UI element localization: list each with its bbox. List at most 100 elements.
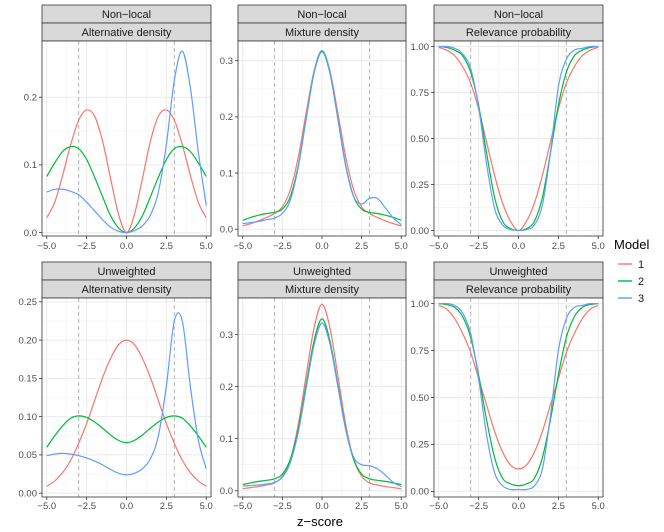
y-tick-label: 0.3: [220, 330, 233, 341]
legend-label-model-1: 1: [638, 259, 644, 271]
series-line-model-2: [242, 318, 402, 486]
y-tick-label: 0.0: [24, 228, 37, 239]
legend-label-model-3: 3: [638, 293, 644, 305]
y-tick-label: 0.25: [411, 180, 430, 191]
x-tick-label: −2.5: [469, 241, 488, 252]
x-tick-label: 5.0: [592, 501, 605, 512]
legend: Model 1 2 3: [614, 237, 650, 305]
y-tick-label: 0.75: [411, 88, 430, 99]
strip-top-label: Unweighted: [97, 266, 155, 278]
panel-border: [41, 297, 212, 498]
x-tick-label: 2.5: [355, 241, 368, 252]
y-tick-label: 0.15: [19, 374, 38, 385]
strip-top-label: Non−local: [102, 9, 151, 21]
y-tick-label: 1.00: [411, 42, 430, 53]
panel-2: Non−local Mixture density −5.0 −2.5 0.0 2.5 5.…: [220, 4, 408, 252]
x-tick-label: 5.0: [395, 241, 408, 252]
y-tick-label: 0.50: [411, 393, 430, 404]
series-line-model-3: [46, 312, 207, 476]
x-tick-label: −2.5: [469, 501, 488, 512]
series-line-model-2: [46, 415, 207, 448]
series-line-model-2: [242, 51, 402, 221]
strip-bottom-label: Relevance probability: [466, 284, 572, 296]
x-tick-label: 2.5: [552, 501, 565, 512]
strip-bottom-label: Mixture density: [285, 27, 359, 39]
y-tick-label: 0.00: [19, 488, 38, 499]
x-tick-label: −5.0: [429, 241, 448, 252]
x-tick-label: 5.0: [200, 241, 213, 252]
series-line-model-3: [46, 50, 207, 234]
y-tick-label: 0.2: [220, 382, 233, 393]
x-tick-label: 5.0: [592, 241, 605, 252]
x-tick-label: −5.0: [37, 241, 56, 252]
y-tick-label: 0.2: [220, 112, 233, 123]
x-tick-label: 0.0: [315, 241, 328, 252]
strip-top-label: Unweighted: [489, 266, 547, 278]
x-tick-label: 0.0: [120, 501, 133, 512]
x-tick-label: 0.0: [120, 241, 133, 252]
y-tick-label: 0.75: [411, 346, 430, 357]
x-tick-label: 2.5: [552, 241, 565, 252]
strip-top-label: Non−local: [297, 9, 346, 21]
x-tick-label: 0.0: [315, 501, 328, 512]
y-tick-label: 0.1: [220, 168, 233, 179]
panel-3: Non−local Relevance probability −5.0 −2.5 0.…: [411, 4, 605, 252]
series-line-model-3: [438, 45, 599, 232]
x-axis-title: z−score: [297, 514, 343, 529]
y-tick-label: 0.10: [19, 412, 38, 423]
x-tick-label: 5.0: [395, 501, 408, 512]
x-tick-label: −2.5: [273, 241, 292, 252]
legend-label-model-2: 2: [638, 276, 644, 288]
strip-bottom-label: Relevance probability: [466, 27, 572, 39]
panel-border: [433, 297, 604, 498]
x-tick-label: −5.0: [429, 501, 448, 512]
series-line-model-3: [242, 322, 402, 488]
y-tick-label: 0.00: [411, 226, 430, 237]
panel-1: Non−local Alternative density −5.0 −2.5 0.0 2…: [24, 4, 213, 252]
panel-border: [41, 40, 212, 237]
x-tick-label: 0.0: [512, 501, 525, 512]
legend-title: Model: [614, 237, 650, 252]
y-tick-label: 1.00: [411, 299, 430, 310]
x-tick-label: −2.5: [77, 241, 96, 252]
y-tick-label: 0.2: [24, 92, 37, 103]
panel-border: [433, 40, 604, 237]
x-tick-label: 2.5: [160, 501, 173, 512]
panel-6: Unweighted Relevance probability −5.0 −2.5 0…: [411, 261, 605, 512]
x-tick-label: 0.0: [512, 241, 525, 252]
x-tick-label: −5.0: [233, 241, 252, 252]
panels-layer: Non−local Alternative density −5.0 −2.5 0.0 2…: [19, 4, 605, 512]
y-tick-label: 0.0: [220, 486, 233, 497]
y-tick-label: 0.1: [220, 434, 233, 445]
x-tick-label: 5.0: [200, 501, 213, 512]
y-tick-label: 0.25: [411, 440, 430, 451]
x-tick-label: −5.0: [233, 501, 252, 512]
strip-top-label: Unweighted: [293, 266, 351, 278]
panel-5: Unweighted Mixture density −5.0 −2.5 0.0 2.5 5…: [220, 261, 408, 512]
y-tick-label: 0.05: [19, 450, 38, 461]
x-tick-label: 2.5: [355, 501, 368, 512]
y-tick-label: 0.00: [411, 487, 430, 498]
y-tick-label: 0.1: [24, 160, 37, 171]
panel-border: [237, 40, 407, 237]
series-line-model-1: [438, 304, 599, 470]
strip-bottom-label: Alternative density: [82, 27, 172, 39]
panel-border: [237, 297, 407, 498]
series-line-model-1: [242, 303, 402, 490]
series-line-model-1: [46, 339, 207, 487]
panel-4: Unweighted Alternative density −5.0 −2.5 0.0…: [19, 261, 213, 512]
series-line-model-2: [438, 303, 599, 487]
strip-top-label: Non−local: [494, 9, 543, 21]
strip-bottom-label: Alternative density: [82, 284, 172, 296]
y-tick-label: 0.20: [19, 335, 38, 346]
series-line-model-3: [438, 302, 599, 491]
x-tick-label: −2.5: [77, 501, 96, 512]
x-tick-label: −2.5: [273, 501, 292, 512]
y-tick-label: 0.50: [411, 134, 430, 145]
x-tick-label: 2.5: [160, 241, 173, 252]
y-tick-label: 0.25: [19, 297, 38, 308]
y-tick-label: 0.0: [220, 225, 233, 236]
y-tick-label: 0.3: [220, 56, 233, 67]
series-line-model-3: [242, 49, 402, 226]
